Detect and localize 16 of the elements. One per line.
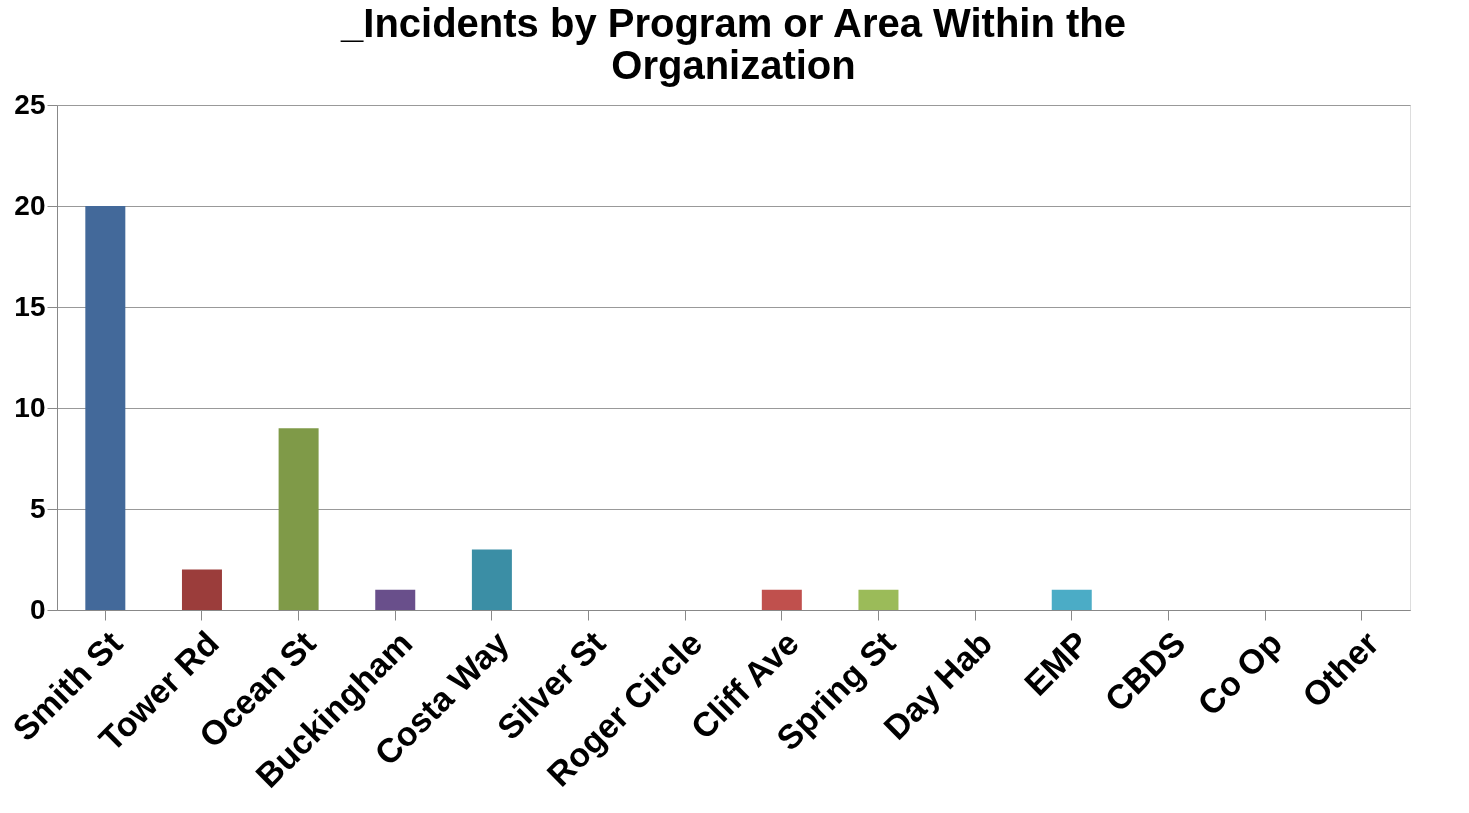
bar xyxy=(471,549,512,610)
bar xyxy=(761,589,802,610)
bar xyxy=(278,428,319,610)
bar xyxy=(375,589,416,610)
y-tick-label: 0 xyxy=(29,593,46,625)
y-tick-label: 20 xyxy=(14,189,46,221)
bar xyxy=(858,589,899,610)
y-tick-label: 10 xyxy=(14,391,46,423)
x-tick-label: Co Op xyxy=(1190,623,1290,723)
bar xyxy=(181,569,222,610)
chart-title: _Incidents by Program or Area Within the Organization xyxy=(340,1,1126,87)
y-tick-label: 15 xyxy=(14,290,46,322)
y-tick-label: 5 xyxy=(29,492,46,524)
bar xyxy=(85,206,126,610)
y-tick-label: 25 xyxy=(14,88,46,120)
bar xyxy=(1051,589,1092,610)
